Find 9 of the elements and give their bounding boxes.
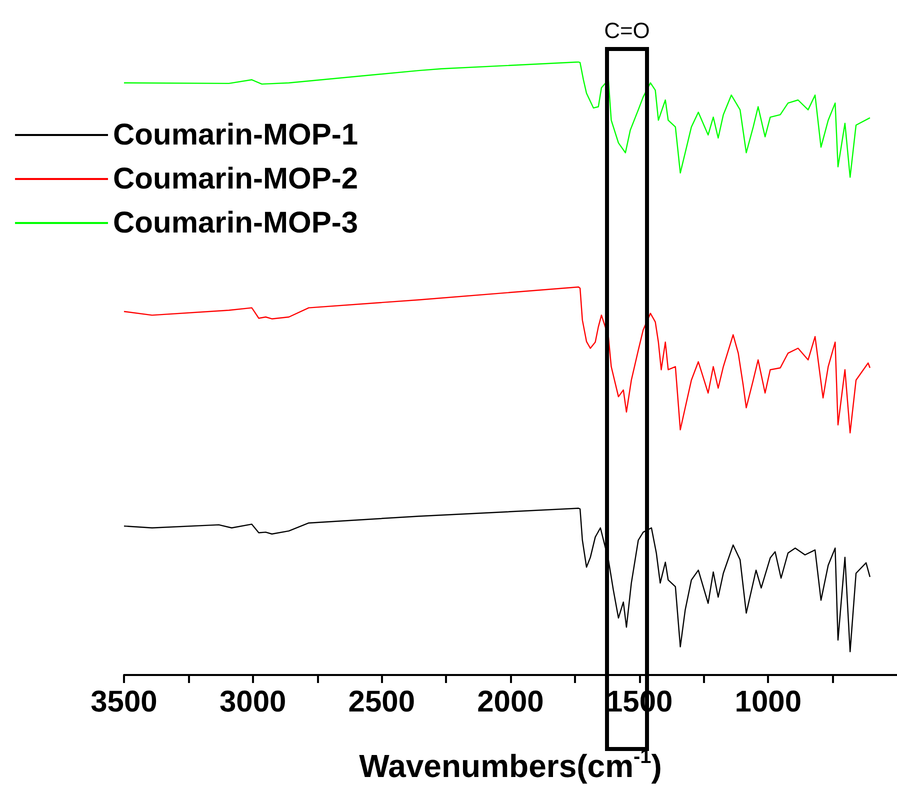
x-tick-label: 3000 xyxy=(219,686,286,718)
legend-label: Coumarin-MOP-1 xyxy=(113,118,358,152)
x-tick-label: 1000 xyxy=(734,686,802,718)
x-tick-label: 3500 xyxy=(90,686,158,718)
legend-label: Coumarin-MOP-3 xyxy=(113,206,358,240)
text: C=O xyxy=(603,18,651,44)
x-tick-label: 2500 xyxy=(348,686,416,718)
x-tick-label: 2000 xyxy=(477,686,544,718)
legend-label: Coumarin-MOP-2 xyxy=(113,162,358,196)
